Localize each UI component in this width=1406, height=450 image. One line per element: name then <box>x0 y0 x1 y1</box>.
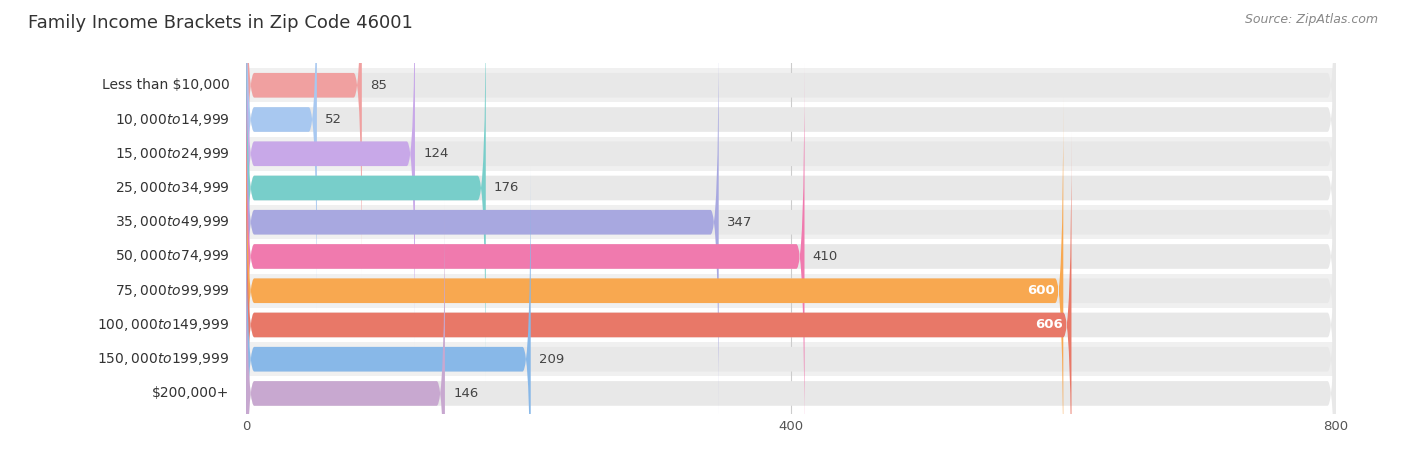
Text: Less than $10,000: Less than $10,000 <box>103 78 229 92</box>
FancyBboxPatch shape <box>246 0 1336 313</box>
Text: $10,000 to $14,999: $10,000 to $14,999 <box>115 112 229 127</box>
Text: 85: 85 <box>370 79 387 92</box>
Text: 410: 410 <box>813 250 838 263</box>
FancyBboxPatch shape <box>246 239 1336 274</box>
Text: 176: 176 <box>494 181 519 194</box>
Text: $100,000 to $149,999: $100,000 to $149,999 <box>97 317 229 333</box>
FancyBboxPatch shape <box>246 63 804 450</box>
FancyBboxPatch shape <box>246 0 486 381</box>
Text: Source: ZipAtlas.com: Source: ZipAtlas.com <box>1244 14 1378 27</box>
FancyBboxPatch shape <box>246 137 1336 171</box>
Text: $200,000+: $200,000+ <box>152 387 229 400</box>
FancyBboxPatch shape <box>246 205 1336 239</box>
Text: 606: 606 <box>1036 319 1063 332</box>
FancyBboxPatch shape <box>246 63 1336 450</box>
FancyBboxPatch shape <box>246 132 1336 450</box>
Text: 146: 146 <box>453 387 478 400</box>
FancyBboxPatch shape <box>246 308 1336 342</box>
FancyBboxPatch shape <box>246 166 1336 450</box>
Text: 209: 209 <box>538 353 564 366</box>
FancyBboxPatch shape <box>246 0 1336 279</box>
FancyBboxPatch shape <box>246 0 415 347</box>
FancyBboxPatch shape <box>246 0 1336 381</box>
Text: $50,000 to $74,999: $50,000 to $74,999 <box>115 248 229 265</box>
Text: Family Income Brackets in Zip Code 46001: Family Income Brackets in Zip Code 46001 <box>28 14 413 32</box>
FancyBboxPatch shape <box>246 171 1336 205</box>
Text: 124: 124 <box>423 147 449 160</box>
FancyBboxPatch shape <box>246 342 1336 376</box>
Text: 600: 600 <box>1028 284 1054 297</box>
Text: $25,000 to $34,999: $25,000 to $34,999 <box>115 180 229 196</box>
FancyBboxPatch shape <box>246 200 1336 450</box>
FancyBboxPatch shape <box>246 132 1071 450</box>
FancyBboxPatch shape <box>246 98 1063 450</box>
Text: 347: 347 <box>727 216 752 229</box>
FancyBboxPatch shape <box>246 29 718 415</box>
FancyBboxPatch shape <box>246 0 361 279</box>
FancyBboxPatch shape <box>246 103 1336 137</box>
FancyBboxPatch shape <box>246 166 530 450</box>
FancyBboxPatch shape <box>246 274 1336 308</box>
Text: $15,000 to $24,999: $15,000 to $24,999 <box>115 146 229 162</box>
Text: $150,000 to $199,999: $150,000 to $199,999 <box>97 351 229 367</box>
FancyBboxPatch shape <box>246 376 1336 410</box>
Text: $35,000 to $49,999: $35,000 to $49,999 <box>115 214 229 230</box>
FancyBboxPatch shape <box>246 0 1336 347</box>
FancyBboxPatch shape <box>246 98 1336 450</box>
FancyBboxPatch shape <box>246 200 444 450</box>
Text: $75,000 to $99,999: $75,000 to $99,999 <box>115 283 229 299</box>
FancyBboxPatch shape <box>246 0 316 313</box>
FancyBboxPatch shape <box>246 29 1336 415</box>
FancyBboxPatch shape <box>246 68 1336 103</box>
Text: 52: 52 <box>325 113 342 126</box>
